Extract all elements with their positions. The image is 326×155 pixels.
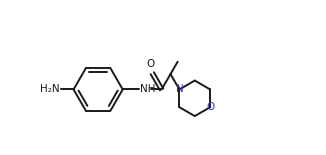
- Text: O: O: [147, 59, 155, 69]
- Text: NH: NH: [141, 84, 156, 94]
- Text: O: O: [206, 102, 214, 112]
- Text: N: N: [175, 84, 183, 94]
- Text: H₂N: H₂N: [39, 84, 59, 94]
